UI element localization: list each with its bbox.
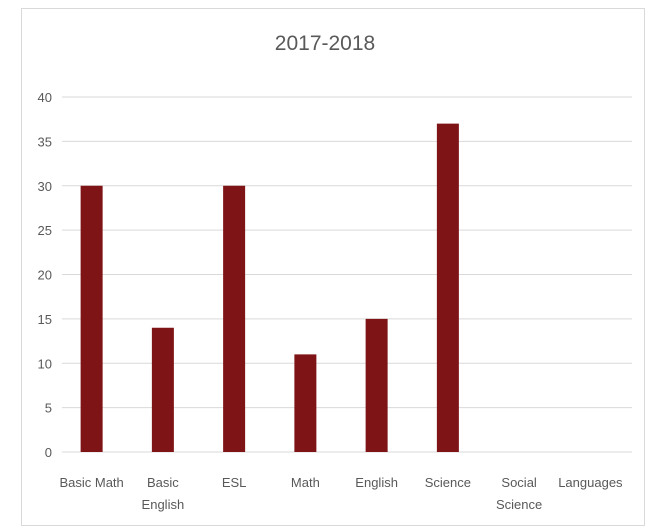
x-tick-label: Basic Math (59, 475, 123, 490)
y-tick-label: 25 (38, 223, 52, 238)
y-tick-label: 15 (38, 312, 52, 327)
x-tick-label: Basic English (142, 475, 185, 512)
bar-english (365, 318, 388, 452)
y-tick-label: 30 (38, 179, 52, 194)
x-tick-label: Math (291, 475, 320, 490)
chart-frame (21, 8, 645, 526)
x-tick-label: Languages (558, 475, 623, 490)
x-tick-label: Social Science (496, 475, 542, 512)
bar-esl (223, 185, 246, 452)
bar-math (294, 354, 317, 452)
x-tick-label: English (355, 475, 398, 490)
y-tick-label: 0 (45, 445, 52, 460)
y-tick-label: 5 (45, 401, 52, 416)
x-tick-label: Science (425, 475, 471, 490)
bar-basic-math (80, 185, 103, 452)
y-tick-label: 35 (38, 134, 52, 149)
bar-basic-english (151, 327, 174, 452)
y-tick-label: 40 (38, 90, 52, 105)
bar-science (436, 123, 459, 452)
chart-title: 2017-2018 (274, 32, 376, 55)
y-tick-label: 20 (38, 268, 52, 283)
y-tick-label: 10 (38, 356, 52, 371)
x-tick-label: ESL (222, 475, 247, 490)
